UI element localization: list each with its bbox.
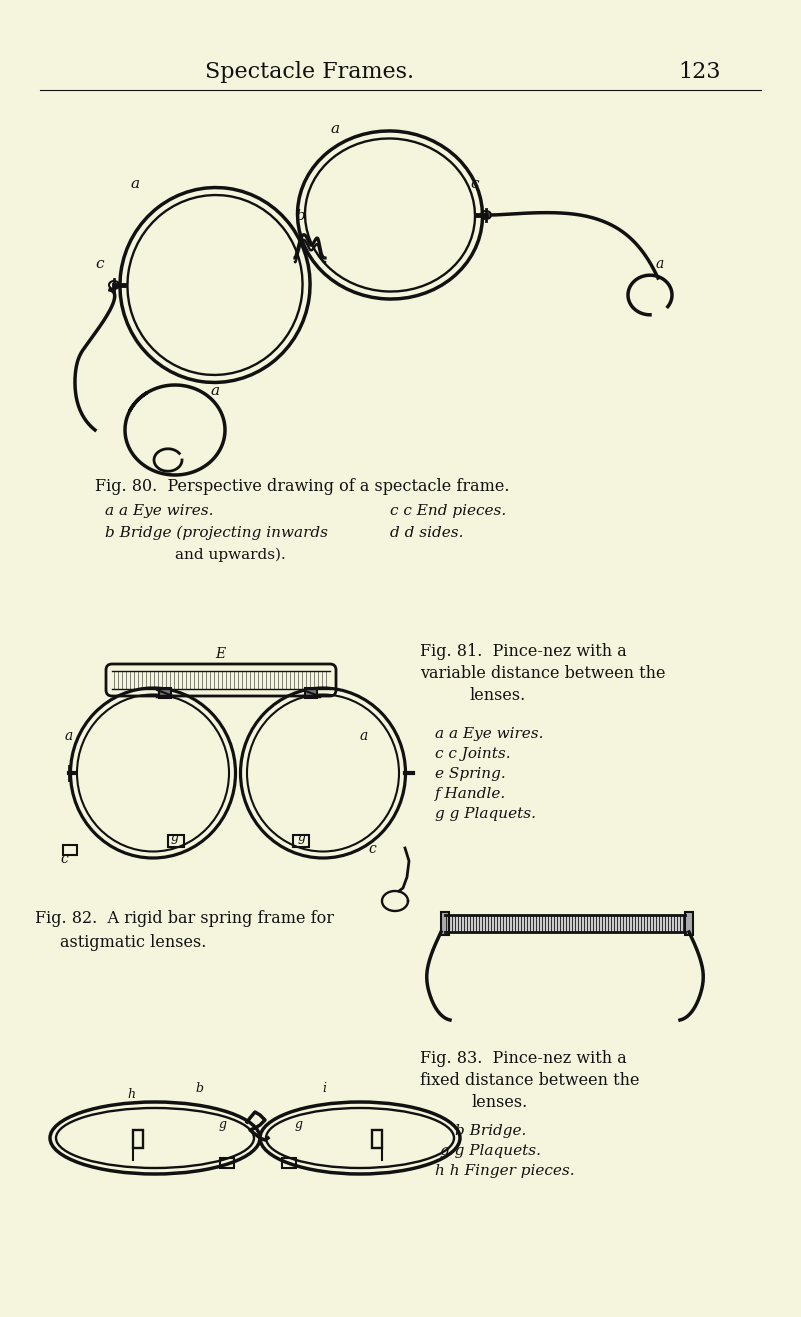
Text: c: c xyxy=(471,176,479,191)
Text: Spectacle Frames.: Spectacle Frames. xyxy=(205,61,415,83)
Text: E: E xyxy=(215,647,225,661)
Text: Fig. 81.  Pince-nez with a: Fig. 81. Pince-nez with a xyxy=(420,643,626,660)
Bar xyxy=(220,1158,234,1168)
Text: d d sides.: d d sides. xyxy=(390,525,464,540)
Text: a: a xyxy=(211,385,219,398)
Text: g g Plaquets.: g g Plaquets. xyxy=(435,807,536,820)
Bar xyxy=(63,846,77,855)
Text: lenses.: lenses. xyxy=(472,1094,528,1112)
Text: g: g xyxy=(298,831,306,844)
Text: lenses.: lenses. xyxy=(470,687,526,705)
Text: b Bridge (projecting inwards: b Bridge (projecting inwards xyxy=(105,525,328,540)
Bar xyxy=(293,835,309,847)
Text: a a Eye wires.: a a Eye wires. xyxy=(105,504,214,518)
Bar xyxy=(282,1158,296,1168)
Text: h h Finger pieces.: h h Finger pieces. xyxy=(435,1164,574,1177)
Text: b Bridge.: b Bridge. xyxy=(455,1123,526,1138)
Text: c: c xyxy=(96,257,104,271)
Text: c: c xyxy=(60,852,68,867)
Bar xyxy=(168,835,184,847)
Bar xyxy=(305,687,317,698)
Text: Fig. 82.  A rigid bar spring frame for: Fig. 82. A rigid bar spring frame for xyxy=(35,910,334,927)
Bar xyxy=(159,687,171,698)
Text: fixed distance between the: fixed distance between the xyxy=(420,1072,639,1089)
Text: g: g xyxy=(295,1118,303,1131)
Bar xyxy=(133,1130,143,1148)
Text: g: g xyxy=(171,831,179,844)
Text: variable distance between the: variable distance between the xyxy=(420,665,666,682)
Text: Fig. 83.  Pince-nez with a: Fig. 83. Pince-nez with a xyxy=(420,1050,626,1067)
Text: i: i xyxy=(322,1083,326,1094)
Bar xyxy=(372,1130,382,1148)
Text: e Spring.: e Spring. xyxy=(435,766,505,781)
Text: c: c xyxy=(368,842,376,856)
Text: a: a xyxy=(131,176,139,191)
Text: a: a xyxy=(65,730,73,743)
Text: a: a xyxy=(331,122,340,136)
Text: a a Eye wires.: a a Eye wires. xyxy=(435,727,544,741)
Text: b: b xyxy=(195,1083,203,1094)
Bar xyxy=(441,911,449,935)
Bar xyxy=(685,911,693,935)
Text: c c End pieces.: c c End pieces. xyxy=(390,504,506,518)
Text: Fig. 80.  Perspective drawing of a spectacle frame.: Fig. 80. Perspective drawing of a specta… xyxy=(95,478,509,495)
Text: a: a xyxy=(656,257,664,271)
Text: and upwards).: and upwards). xyxy=(175,548,286,562)
Text: b: b xyxy=(295,209,305,223)
Text: c c Joints.: c c Joints. xyxy=(435,747,510,761)
Text: astigmatic lenses.: astigmatic lenses. xyxy=(60,934,207,951)
Text: a: a xyxy=(360,730,368,743)
Text: f Handle.: f Handle. xyxy=(435,788,506,801)
Text: g g Plaquets.: g g Plaquets. xyxy=(440,1144,541,1158)
Text: g: g xyxy=(219,1118,227,1131)
Text: 123: 123 xyxy=(678,61,721,83)
Text: h: h xyxy=(127,1088,135,1101)
